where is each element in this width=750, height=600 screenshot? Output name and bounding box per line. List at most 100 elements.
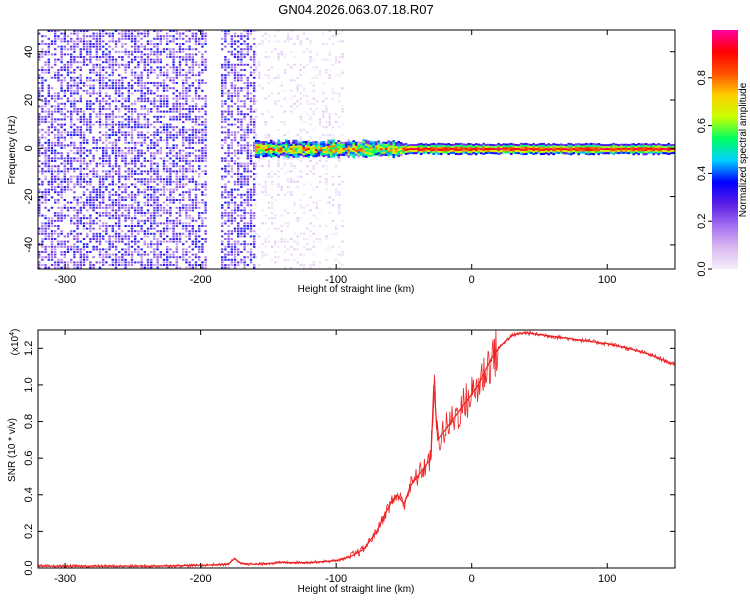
heat-cell <box>267 227 271 230</box>
heat-cell <box>134 235 137 238</box>
heat-cell <box>41 191 44 194</box>
heat-cell <box>102 56 105 58</box>
heat-cell <box>153 102 156 105</box>
heat-cell <box>92 69 95 71</box>
heat-cell <box>243 243 246 246</box>
heat-cell <box>108 206 111 209</box>
heat-cell <box>230 191 233 194</box>
heat-cell <box>201 128 204 131</box>
heat-cell <box>280 214 283 217</box>
heat-cell <box>92 32 95 35</box>
heat-cell <box>98 30 102 32</box>
heat-cell <box>108 134 111 136</box>
heat-cell <box>156 214 159 217</box>
heat-cell <box>198 128 201 131</box>
heat-cell <box>146 43 150 45</box>
heat-cell <box>70 248 73 251</box>
heat-cell <box>60 251 63 253</box>
heat-cell <box>108 225 111 227</box>
heat-cell <box>44 71 47 74</box>
heat-cell <box>108 264 111 266</box>
heat-cell <box>86 58 89 61</box>
heat-cell <box>162 37 166 40</box>
heat-cell <box>118 261 121 264</box>
heat-cell <box>114 162 118 165</box>
heat-cell <box>240 126 243 129</box>
heat-cell <box>224 222 227 225</box>
heat-cell <box>60 232 63 235</box>
heat-cell <box>246 82 249 84</box>
heat-cell <box>277 100 280 103</box>
heat-cell <box>156 105 159 108</box>
heat-cell <box>233 162 237 165</box>
heat-cell <box>185 178 188 181</box>
heat-cell <box>230 217 233 220</box>
heat-cell <box>89 191 92 194</box>
heat-cell <box>253 178 256 181</box>
heat-cell <box>156 37 159 40</box>
heat-cell <box>98 40 102 43</box>
heat-cell <box>337 148 340 151</box>
heat-cell <box>253 173 256 175</box>
heat-cell <box>267 146 270 149</box>
heat-cell <box>249 204 253 207</box>
heat-cell <box>254 66 258 69</box>
heat-cell <box>191 35 194 38</box>
heat-cell <box>41 180 44 183</box>
heat-cell <box>50 95 54 97</box>
heat-cell <box>279 145 283 148</box>
heat-cell <box>73 191 76 194</box>
heat-cell <box>178 206 182 209</box>
heat-cell <box>454 144 458 147</box>
heat-cell <box>98 37 102 40</box>
heat-cell <box>108 128 111 131</box>
heat-cell <box>201 139 204 142</box>
heat-cell <box>50 245 54 248</box>
heat-cell <box>240 56 243 58</box>
heat-cell <box>146 245 150 248</box>
heat-cell <box>175 82 178 84</box>
heat-cell <box>63 160 66 162</box>
heat-cell <box>44 35 47 38</box>
heat-cell <box>60 162 63 165</box>
heat-cell <box>489 145 493 148</box>
heat-cell <box>108 87 111 90</box>
heat-cell <box>194 196 198 199</box>
heat-cell <box>233 92 237 95</box>
heat-cell <box>70 141 73 144</box>
heat-cell <box>412 148 415 151</box>
heat-cell <box>44 206 47 209</box>
heat-cell <box>92 238 95 240</box>
heat-cell <box>98 63 102 66</box>
heat-cell <box>111 193 114 196</box>
heat-cell <box>127 118 130 121</box>
heat-cell <box>454 148 458 151</box>
heat-cell <box>137 50 140 53</box>
heat-cell <box>57 71 60 74</box>
heat-cell <box>114 50 118 53</box>
heat-cell <box>111 69 114 71</box>
heat-cell <box>267 217 271 220</box>
heat-cell <box>334 191 338 194</box>
heat-cell <box>89 76 92 79</box>
heat-cell <box>269 145 273 148</box>
heat-cell <box>243 199 246 201</box>
heat-cell <box>249 30 253 32</box>
heat-cell <box>134 209 137 212</box>
heat-cell <box>249 121 253 123</box>
heat-cell <box>38 141 41 144</box>
heat-cell <box>118 92 121 95</box>
heat-cell <box>482 150 485 153</box>
heat-cell <box>264 147 268 150</box>
heat-cell <box>54 74 57 77</box>
heat-cell <box>339 153 343 156</box>
heat-cell <box>114 97 118 100</box>
heat-cell <box>243 258 246 261</box>
heat-cell <box>63 253 66 256</box>
heat-cell <box>130 74 134 77</box>
heat-cell <box>322 145 325 148</box>
heat-cell <box>146 199 150 201</box>
heat-cell <box>166 160 169 162</box>
heat-cell <box>60 113 63 116</box>
heat-cell <box>290 105 293 108</box>
